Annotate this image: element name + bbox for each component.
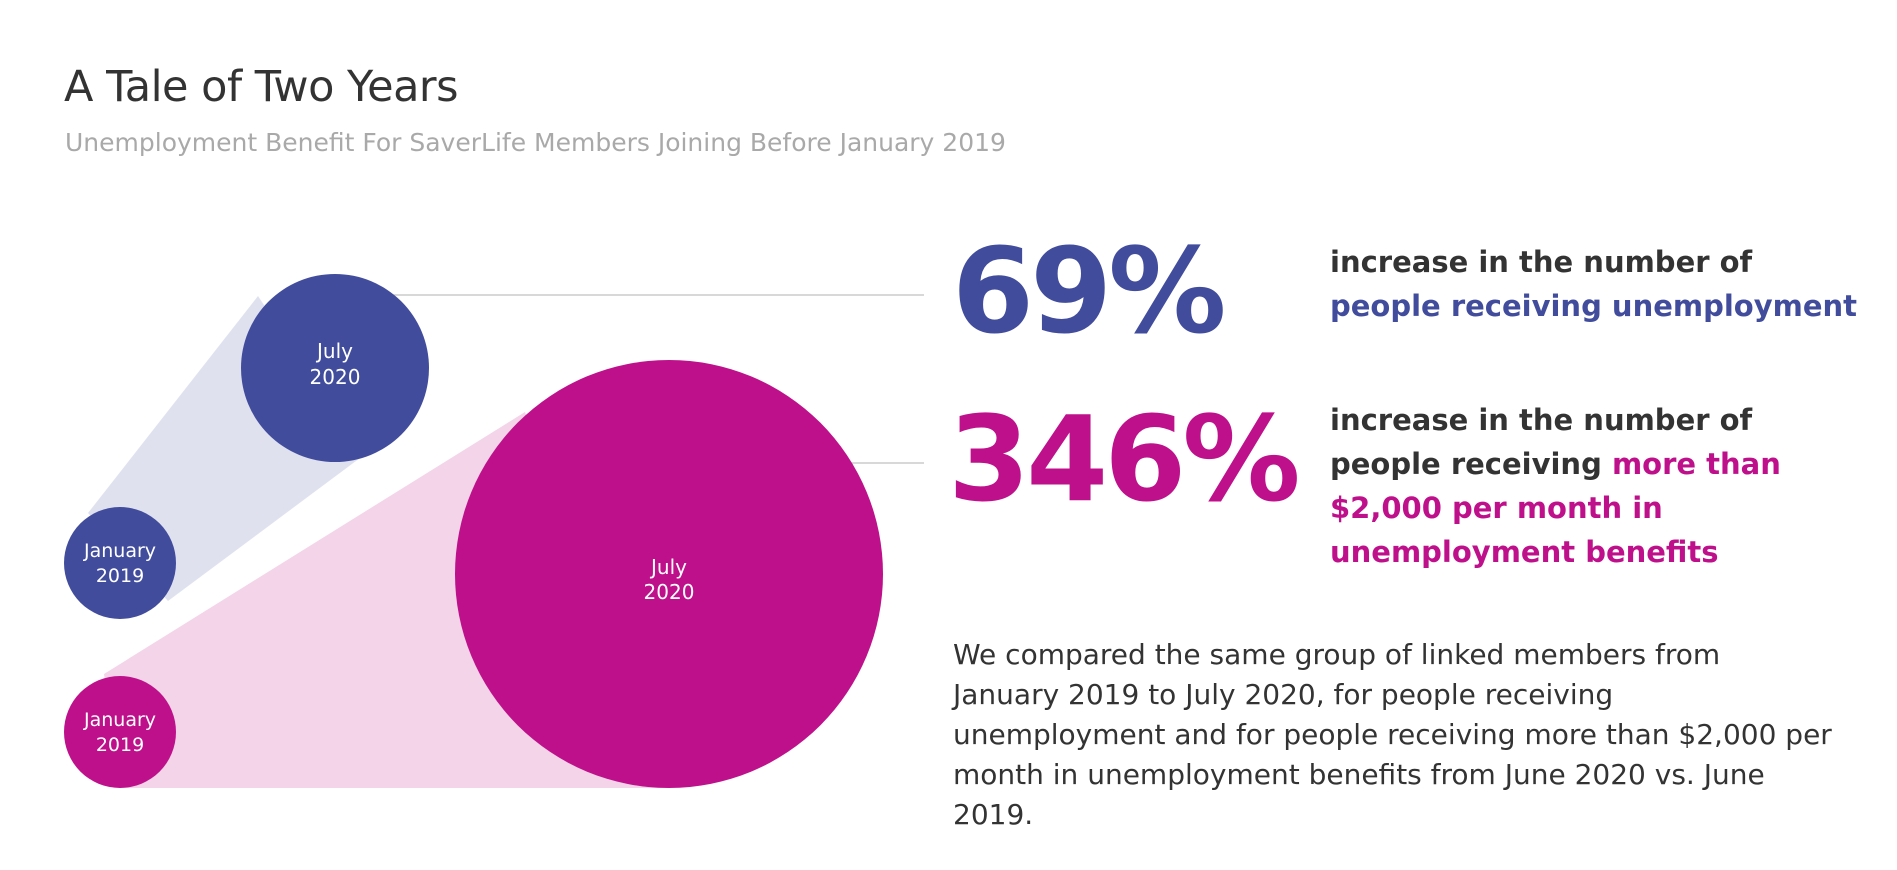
bubble-magenta-january-2019: January 2019	[64, 676, 176, 788]
stat-description-highlight: more than $2,000 per month in unemployme…	[1330, 447, 1781, 569]
stat-description-1: increase in the number of people receivi…	[1330, 240, 1870, 328]
stat-value-69-percent: 69%	[952, 222, 1226, 360]
bubble-blue-july-2020: July 2020	[241, 274, 429, 462]
bubble-circle	[241, 274, 429, 462]
bubble-circle	[455, 360, 883, 788]
bubble-label-line: January	[83, 540, 156, 562]
bubble-label-line: 2020	[644, 580, 695, 604]
stat-description-plain: increase in the number of	[1330, 245, 1753, 279]
bubble-label-line: July	[315, 339, 353, 363]
bubble-label-line: 2020	[310, 365, 361, 389]
bubble-label-line: January	[83, 709, 156, 731]
chart-subtitle: Unemployment Benefit For SaverLife Membe…	[65, 128, 1006, 157]
bubble-blue-january-2019: January 2019	[64, 507, 176, 619]
stat-description-plain: increase in the number of people receivi…	[1330, 403, 1753, 481]
bubble-label-line: 2019	[96, 734, 144, 756]
bubble-circle	[64, 507, 176, 619]
bubble-circle	[64, 676, 176, 788]
stat-value-346-percent: 346%	[948, 390, 1301, 528]
methodology-note: We compared the same group of linked mem…	[953, 638, 1832, 831]
bubble-label-line: July	[649, 555, 687, 579]
bubble-magenta-july-2020: July 2020	[455, 360, 883, 788]
stat-description-2: increase in the number of people receivi…	[1330, 398, 1800, 574]
chart-title: A Tale of Two Years	[64, 62, 459, 112]
stat-description-highlight: people receiving unemployment	[1330, 289, 1858, 323]
bubble-label-line: 2019	[96, 565, 144, 587]
bubble-chart: July 2020 January 2019 July 2020 January…	[64, 274, 924, 788]
